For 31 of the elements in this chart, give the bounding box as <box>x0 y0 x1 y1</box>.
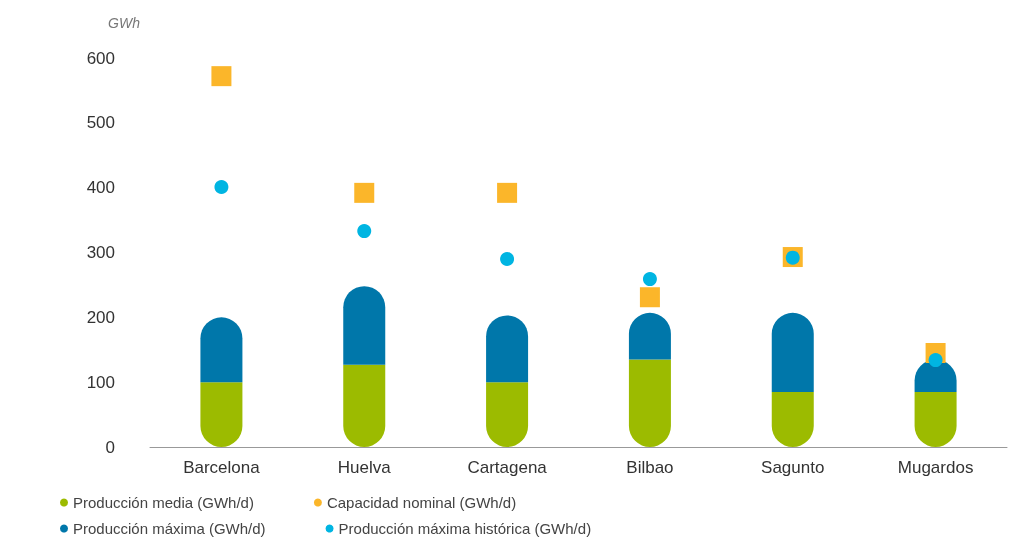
bar <box>343 364 386 447</box>
y-tick-label: 400 <box>86 178 115 198</box>
y-axis-title: GWh <box>108 15 141 31</box>
legend-label: Producción media (GWh/d) <box>73 494 254 511</box>
bar <box>486 315 529 383</box>
x-tick-label: Sagunto <box>761 458 825 477</box>
point <box>214 180 229 195</box>
y-tick-label: 100 <box>86 372 115 392</box>
point <box>357 224 372 239</box>
x-tick-label: Bilbao <box>626 458 674 477</box>
x-tick-label: Huelva <box>337 458 392 477</box>
y-tick-label: 300 <box>86 243 115 262</box>
point <box>211 66 232 87</box>
bar <box>628 359 671 447</box>
point <box>354 182 375 203</box>
bar <box>771 312 814 392</box>
y-tick-label: 0 <box>105 437 115 457</box>
legend-label: Producción máxima (GWh/d) <box>73 520 266 537</box>
legend-label: Producción máxima histórica (GWh/d) <box>338 520 592 537</box>
y-tick-label: 600 <box>86 48 115 68</box>
bar <box>343 286 386 365</box>
point <box>500 251 515 266</box>
x-tick-label: Mugardos <box>897 458 974 477</box>
legend-label: Capacidad nominal (GWh/d) <box>326 494 517 511</box>
x-tick-label: Barcelona <box>183 458 261 477</box>
x-tick-label: Cartagena <box>467 458 548 477</box>
y-tick-label: 500 <box>86 113 115 133</box>
point <box>497 182 518 203</box>
y-tick-label: 200 <box>86 307 115 327</box>
point <box>639 287 660 308</box>
point <box>642 272 657 287</box>
